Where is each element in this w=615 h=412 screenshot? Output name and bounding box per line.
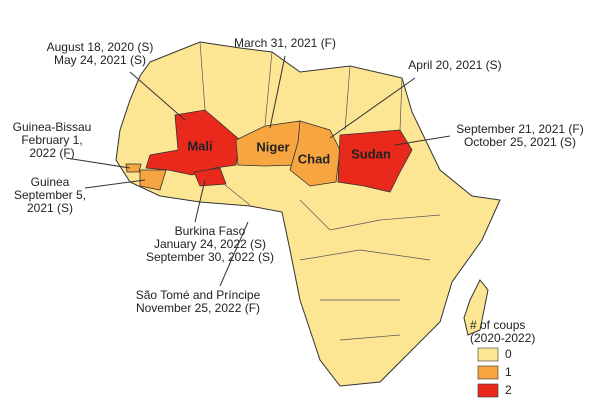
annotation-text: September 5,	[14, 188, 86, 202]
country-label: Sudan	[351, 146, 391, 161]
country	[193, 167, 227, 187]
annotation-text: Guinea-Bissau	[13, 120, 92, 134]
leader-line	[129, 71, 186, 121]
africa-outline	[115, 41, 501, 387]
legend-label: 0	[505, 347, 512, 361]
annotation-text: August 18, 2020 (S)	[47, 40, 154, 54]
country-borders	[199, 41, 441, 341]
annotation-text: 2022 (F)	[29, 146, 74, 160]
annotation-text: 2021 (S)	[27, 201, 73, 215]
country	[289, 120, 341, 187]
leader-line	[394, 135, 451, 146]
annotation-text: April 20, 2021 (S)	[408, 58, 501, 72]
leader-line	[65, 157, 131, 169]
legend-swatch	[477, 365, 499, 380]
leader-line	[84, 179, 146, 189]
country-label: Niger	[256, 139, 289, 154]
legend-title: (2020-2022)	[470, 331, 535, 345]
leader-line	[269, 55, 286, 129]
annotation-text: February 1,	[21, 133, 82, 147]
legend-swatch	[477, 383, 499, 398]
leader-line	[219, 221, 249, 287]
country	[145, 109, 241, 176]
country-label: Mali	[187, 138, 212, 153]
leader-line	[194, 179, 206, 223]
annotation-text: September 30, 2022 (S)	[146, 250, 274, 264]
annotation-text: January 24, 2022 (S)	[154, 237, 266, 251]
annotation-text: October 25, 2021 (S)	[464, 135, 576, 149]
annotation-text: November 25, 2022 (F)	[136, 301, 260, 315]
legend-title: # of coups	[470, 318, 525, 332]
annotation-text: May 24, 2021 (S)	[54, 53, 146, 67]
legend-swatch	[477, 347, 499, 362]
annotation-text: São Tomé and Príncipe	[136, 288, 261, 302]
annotation-text: March 31, 2021 (F)	[234, 36, 336, 50]
leader-line	[329, 77, 416, 139]
country	[125, 163, 142, 173]
legend-label: 2	[505, 383, 512, 397]
annotation-text: September 21, 2021 (F)	[456, 122, 583, 136]
madagascar	[463, 279, 489, 336]
legend-label: 1	[505, 365, 512, 379]
country-label: Chad	[298, 151, 331, 166]
country	[337, 129, 413, 193]
annotation-text: Guinea	[31, 175, 70, 189]
annotation-text: Burkina Faso	[175, 224, 246, 238]
